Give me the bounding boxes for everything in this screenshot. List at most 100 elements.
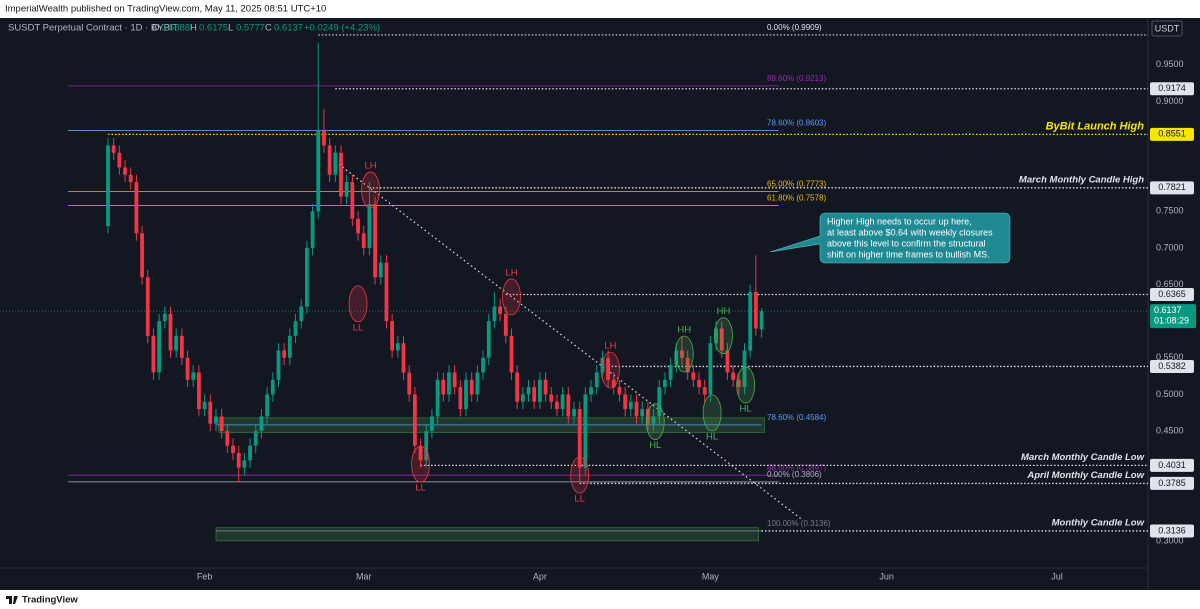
candle-body xyxy=(691,372,696,380)
pattern-arc xyxy=(600,351,620,389)
candle-body xyxy=(157,321,162,373)
price-tag-box xyxy=(1150,287,1194,301)
candle-body xyxy=(469,379,474,395)
level-note: April Monthly Candle Low xyxy=(1026,470,1144,481)
candle-body xyxy=(253,431,258,446)
price-tag-box xyxy=(1150,458,1194,472)
candle-body xyxy=(520,394,525,402)
price-tag-box xyxy=(1150,127,1194,141)
candle-body xyxy=(202,401,207,410)
candle-body xyxy=(555,401,559,410)
ohlc-label: L xyxy=(228,23,233,34)
candle-body xyxy=(475,372,480,395)
candle-body xyxy=(572,409,576,417)
x-tick-label: Apr xyxy=(533,571,547,581)
candle-body xyxy=(719,328,724,351)
pattern-label: LH xyxy=(505,267,517,278)
candle-body xyxy=(395,343,400,351)
candle-body xyxy=(361,233,366,248)
pattern-arc xyxy=(714,317,733,355)
ohlc-value: 0.6175 xyxy=(199,23,228,34)
candle-body xyxy=(742,350,747,388)
x-tick-label: May xyxy=(702,571,720,581)
countdown: 01:08:29 xyxy=(1154,316,1189,326)
candle-body xyxy=(123,167,127,175)
candle-body xyxy=(151,335,156,373)
candle-body xyxy=(515,372,520,402)
price-tag-box xyxy=(1150,181,1194,195)
fib-label: 100.00% (0.3136) xyxy=(767,519,831,528)
candle-body xyxy=(736,379,741,388)
level-note: March Monthly Candle High xyxy=(1019,174,1144,185)
fib-label: 78.60% (0.4584) xyxy=(767,413,826,422)
candle-body xyxy=(753,291,758,329)
y-tick-label: 0.4500 xyxy=(1156,425,1184,435)
candle-body xyxy=(680,350,684,358)
candle-body xyxy=(282,350,287,358)
price-tag-box xyxy=(1150,476,1194,490)
candle-body xyxy=(464,379,468,410)
candle-body xyxy=(486,321,491,358)
candle-body xyxy=(606,357,610,380)
candle-body xyxy=(640,409,645,417)
candle-body xyxy=(549,394,554,402)
y-tick-label: 0.9500 xyxy=(1156,59,1184,69)
candle-body xyxy=(287,335,292,358)
candle-body xyxy=(538,379,542,402)
candle-body xyxy=(503,313,508,336)
pattern-arc xyxy=(702,394,722,432)
pattern-label: HH xyxy=(717,306,731,317)
pattern-label: LH xyxy=(604,341,616,352)
level-note: Monthly Candle Low xyxy=(1052,517,1145,528)
candle-body xyxy=(435,379,440,417)
y-tick-label: 0.6500 xyxy=(1156,279,1184,289)
candle-body xyxy=(623,394,628,410)
price-tag: 0.3136 xyxy=(1158,525,1186,535)
candle-body xyxy=(441,379,446,395)
callout-line: Higher High needs to occur up here, xyxy=(827,216,972,226)
ohlc-value: 0.5777 xyxy=(236,23,265,34)
price-tag: 0.6365 xyxy=(1158,289,1186,299)
candle-body xyxy=(725,350,730,373)
candle-body xyxy=(356,218,360,234)
publisher-bar: ImperialWealth published on TradingView.… xyxy=(5,4,326,15)
price-tag: 0.8551 xyxy=(1158,129,1186,139)
candle-body xyxy=(611,379,616,388)
price-tag-box xyxy=(1150,82,1194,96)
candle-body xyxy=(594,372,599,388)
x-tick-label: Jun xyxy=(879,571,894,581)
currency-box[interactable] xyxy=(1151,20,1183,37)
candle-body xyxy=(316,130,321,212)
candle-body xyxy=(708,343,713,395)
candle-body xyxy=(293,321,298,336)
candle-body xyxy=(674,350,679,366)
candle-body xyxy=(299,306,304,322)
candle-body xyxy=(231,445,235,454)
candle-body xyxy=(378,262,383,278)
candle-body xyxy=(418,445,423,461)
candle-body xyxy=(248,445,252,461)
price-tag: 0.3785 xyxy=(1158,478,1186,488)
candle-body xyxy=(617,387,622,395)
candle-body xyxy=(270,379,275,395)
candle-body xyxy=(174,335,179,351)
candle-body xyxy=(390,321,395,351)
candle-body xyxy=(145,277,150,336)
pattern-arc xyxy=(570,456,590,494)
candle-body xyxy=(384,262,389,322)
x-tick-label: Mar xyxy=(356,571,372,581)
candle-body xyxy=(634,401,639,417)
plot: 0.00% (0.9909) 88.60% (0.9213) 78.60% (0.8… xyxy=(0,23,1148,542)
candle-body xyxy=(452,372,457,388)
currency[interactable]: USDT xyxy=(1155,23,1180,33)
candle-body xyxy=(714,328,718,344)
footer-brand: TradingView xyxy=(22,595,78,606)
candle-body xyxy=(526,387,531,395)
candle-body xyxy=(748,291,753,351)
candle-body xyxy=(401,343,406,373)
candle-body xyxy=(367,204,372,248)
y-tick-label: 0.3000 xyxy=(1156,535,1184,545)
candle-body xyxy=(134,182,139,234)
pattern-label: HL xyxy=(706,431,718,442)
candle-body xyxy=(197,372,201,410)
